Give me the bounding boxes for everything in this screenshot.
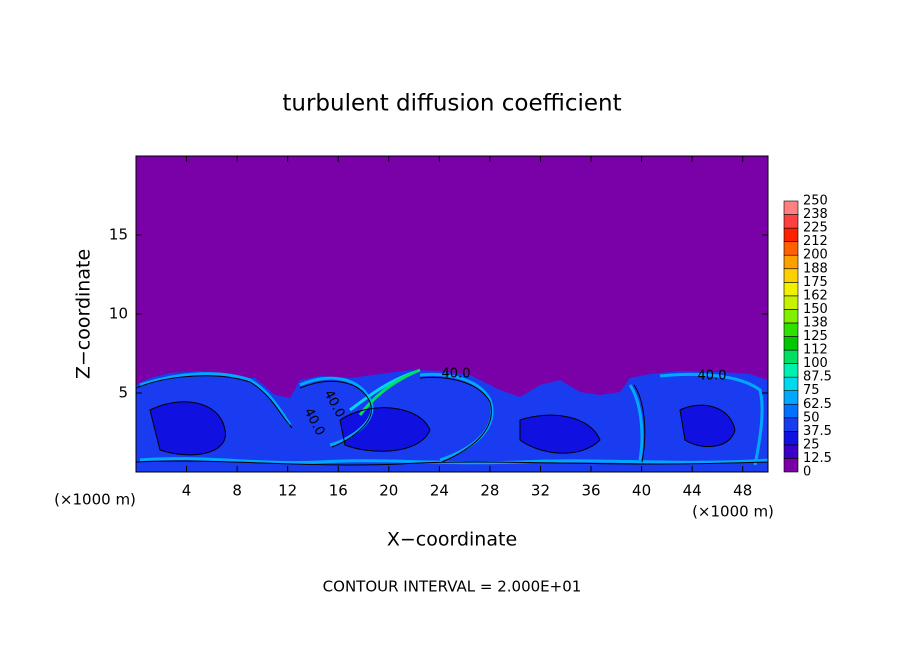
colorbar-swatch [783, 376, 799, 391]
y-tick-label: 5 [118, 384, 128, 402]
colorbar-label: 150 [803, 302, 828, 317]
colorbar-label: 188 [803, 261, 828, 276]
contour-label: 40.0 [442, 367, 471, 382]
y-axis-label: Z−coordinate [73, 249, 95, 379]
x-tick-label: 12 [278, 482, 297, 500]
x-tick-label: 48 [733, 482, 752, 500]
colorbar-label: 75 [803, 383, 820, 398]
colorbar-label: 0 [803, 465, 811, 480]
x-tick-label: 32 [531, 482, 550, 500]
colorbar-label: 212 [803, 234, 828, 249]
colorbar-label: 125 [803, 329, 828, 344]
colorbar-swatch [783, 390, 799, 405]
colorbar-label: 238 [803, 207, 828, 222]
x-axis-label: X−coordinate [387, 529, 517, 551]
chart-title: turbulent diffusion coefficient [282, 91, 621, 117]
colorbar-swatch [783, 336, 799, 351]
colorbar-label: 250 [803, 194, 828, 209]
colorbar-swatch [783, 268, 799, 283]
colorbar-label: 162 [803, 288, 828, 303]
colorbar-label: 12.5 [803, 451, 832, 466]
x-unit-left: (×1000 m) [54, 491, 136, 509]
x-unit-right: (×1000 m) [692, 503, 774, 521]
colorbar-swatch [783, 309, 799, 324]
colorbar-label: 175 [803, 275, 828, 290]
x-tick-label: 36 [581, 482, 600, 500]
colorbar-label: 200 [803, 248, 828, 263]
colorbar-swatch [783, 444, 799, 459]
x-tick-label: 16 [329, 482, 348, 500]
colorbar-swatch [783, 458, 799, 473]
colorbar-swatch [783, 363, 799, 378]
x-tick-label: 4 [182, 482, 192, 500]
colorbar-label: 138 [803, 315, 828, 330]
colorbar-swatch [783, 200, 799, 215]
colorbar-label: 37.5 [803, 424, 832, 439]
turbulent-layer [136, 370, 768, 472]
colorbar-swatch [783, 417, 799, 432]
colorbar-label: 87.5 [803, 370, 832, 385]
colorbar-swatch [783, 295, 799, 310]
x-tick-label: 28 [480, 482, 499, 500]
y-tick-label: 15 [109, 226, 128, 244]
footer-note: CONTOUR INTERVAL = 2.000E+01 [323, 578, 582, 596]
colorbar-swatch [783, 403, 799, 419]
x-tick-label: 44 [683, 482, 702, 500]
field [136, 368, 768, 472]
colorbar-swatch [783, 431, 799, 446]
colorbar-swatch [783, 281, 799, 297]
colorbar-swatch [783, 349, 799, 364]
y-tick-label: 10 [109, 305, 128, 323]
x-tick-label: 40 [632, 482, 651, 500]
colorbar-swatch [783, 322, 799, 337]
x-tick-label: 24 [430, 482, 449, 500]
contour-lines [136, 375, 768, 466]
colorbar-label: 62.5 [803, 397, 832, 412]
colorbar-label: 225 [803, 221, 828, 236]
colorbar-label: 112 [803, 343, 828, 358]
colorbar-label: 50 [803, 410, 820, 425]
contour-label: 40.0 [698, 369, 727, 384]
colorbar-label: 100 [803, 356, 828, 371]
colorbar-swatch [783, 241, 799, 256]
high-streaks [139, 368, 768, 466]
x-tick-label: 20 [379, 482, 398, 500]
colorbar-swatch [783, 254, 799, 270]
colorbar-swatch [783, 227, 799, 242]
low-region [150, 401, 735, 455]
colorbar-swatch [783, 214, 799, 229]
x-tick-label: 8 [232, 482, 242, 500]
colorbar-label: 25 [803, 437, 820, 452]
